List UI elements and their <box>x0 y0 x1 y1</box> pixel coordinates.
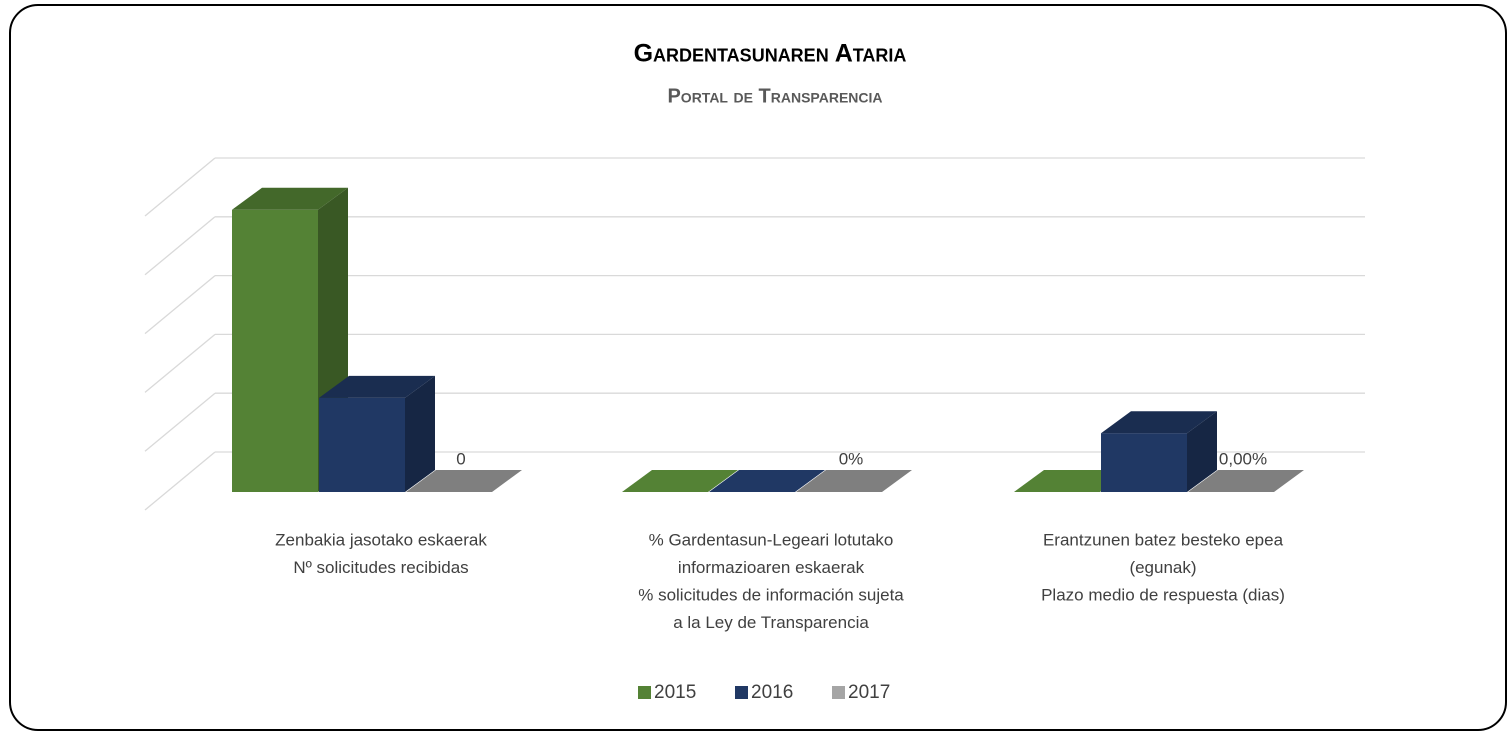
x-tick-label: Nº solicitudes recibidas <box>293 558 468 577</box>
bar <box>1101 433 1187 492</box>
x-tick-label: % solicitudes de información sujeta <box>638 585 904 604</box>
bar-top <box>796 470 912 492</box>
grid-line-side <box>144 275 216 335</box>
legend-swatch <box>638 686 651 699</box>
legend-label: 2016 <box>751 682 793 703</box>
chart-title: Gardentasunaren Ataria <box>634 40 907 68</box>
bar-top <box>232 187 348 210</box>
x-tick-label: Plazo medio de respuesta (dias) <box>1041 585 1285 604</box>
bar-side <box>1187 411 1217 492</box>
legend-label: 2015 <box>654 682 696 703</box>
grid-line-side <box>144 333 216 393</box>
bar-top <box>622 470 738 492</box>
data-label: 0,00% <box>1219 449 1267 468</box>
x-tick-label: (egunak) <box>1129 558 1196 577</box>
bar <box>232 209 318 492</box>
bar-top <box>1188 470 1304 492</box>
data-label: 0% <box>839 449 864 468</box>
grid-line-side <box>144 216 216 276</box>
x-tick-label: a la Ley de Transparencia <box>673 613 869 632</box>
bar-top <box>319 375 435 398</box>
bar-top <box>1101 411 1217 434</box>
x-tick-label: Zenbakia jasotako eskaerak <box>275 530 487 549</box>
legend-swatch <box>735 686 748 699</box>
chart-subtitle: Portal de Transparencia <box>667 85 882 107</box>
legend-label: 2017 <box>848 682 890 703</box>
grid-line-side <box>144 392 216 452</box>
x-tick-label: Erantzunen batez besteko epea <box>1043 530 1284 549</box>
bar-top <box>709 470 825 492</box>
grid-line-side <box>144 451 216 511</box>
x-tick-label: % Gardentasun-Legeari lotutako <box>649 530 894 549</box>
grid-line-side <box>144 157 216 217</box>
bar-side <box>405 375 435 492</box>
data-label: 0 <box>456 449 465 468</box>
x-tick-label: informazioaren eskaerak <box>678 558 865 577</box>
bar <box>319 397 405 492</box>
chart-frame <box>9 4 1507 731</box>
legend-swatch <box>832 686 845 699</box>
bar-top <box>406 470 522 492</box>
